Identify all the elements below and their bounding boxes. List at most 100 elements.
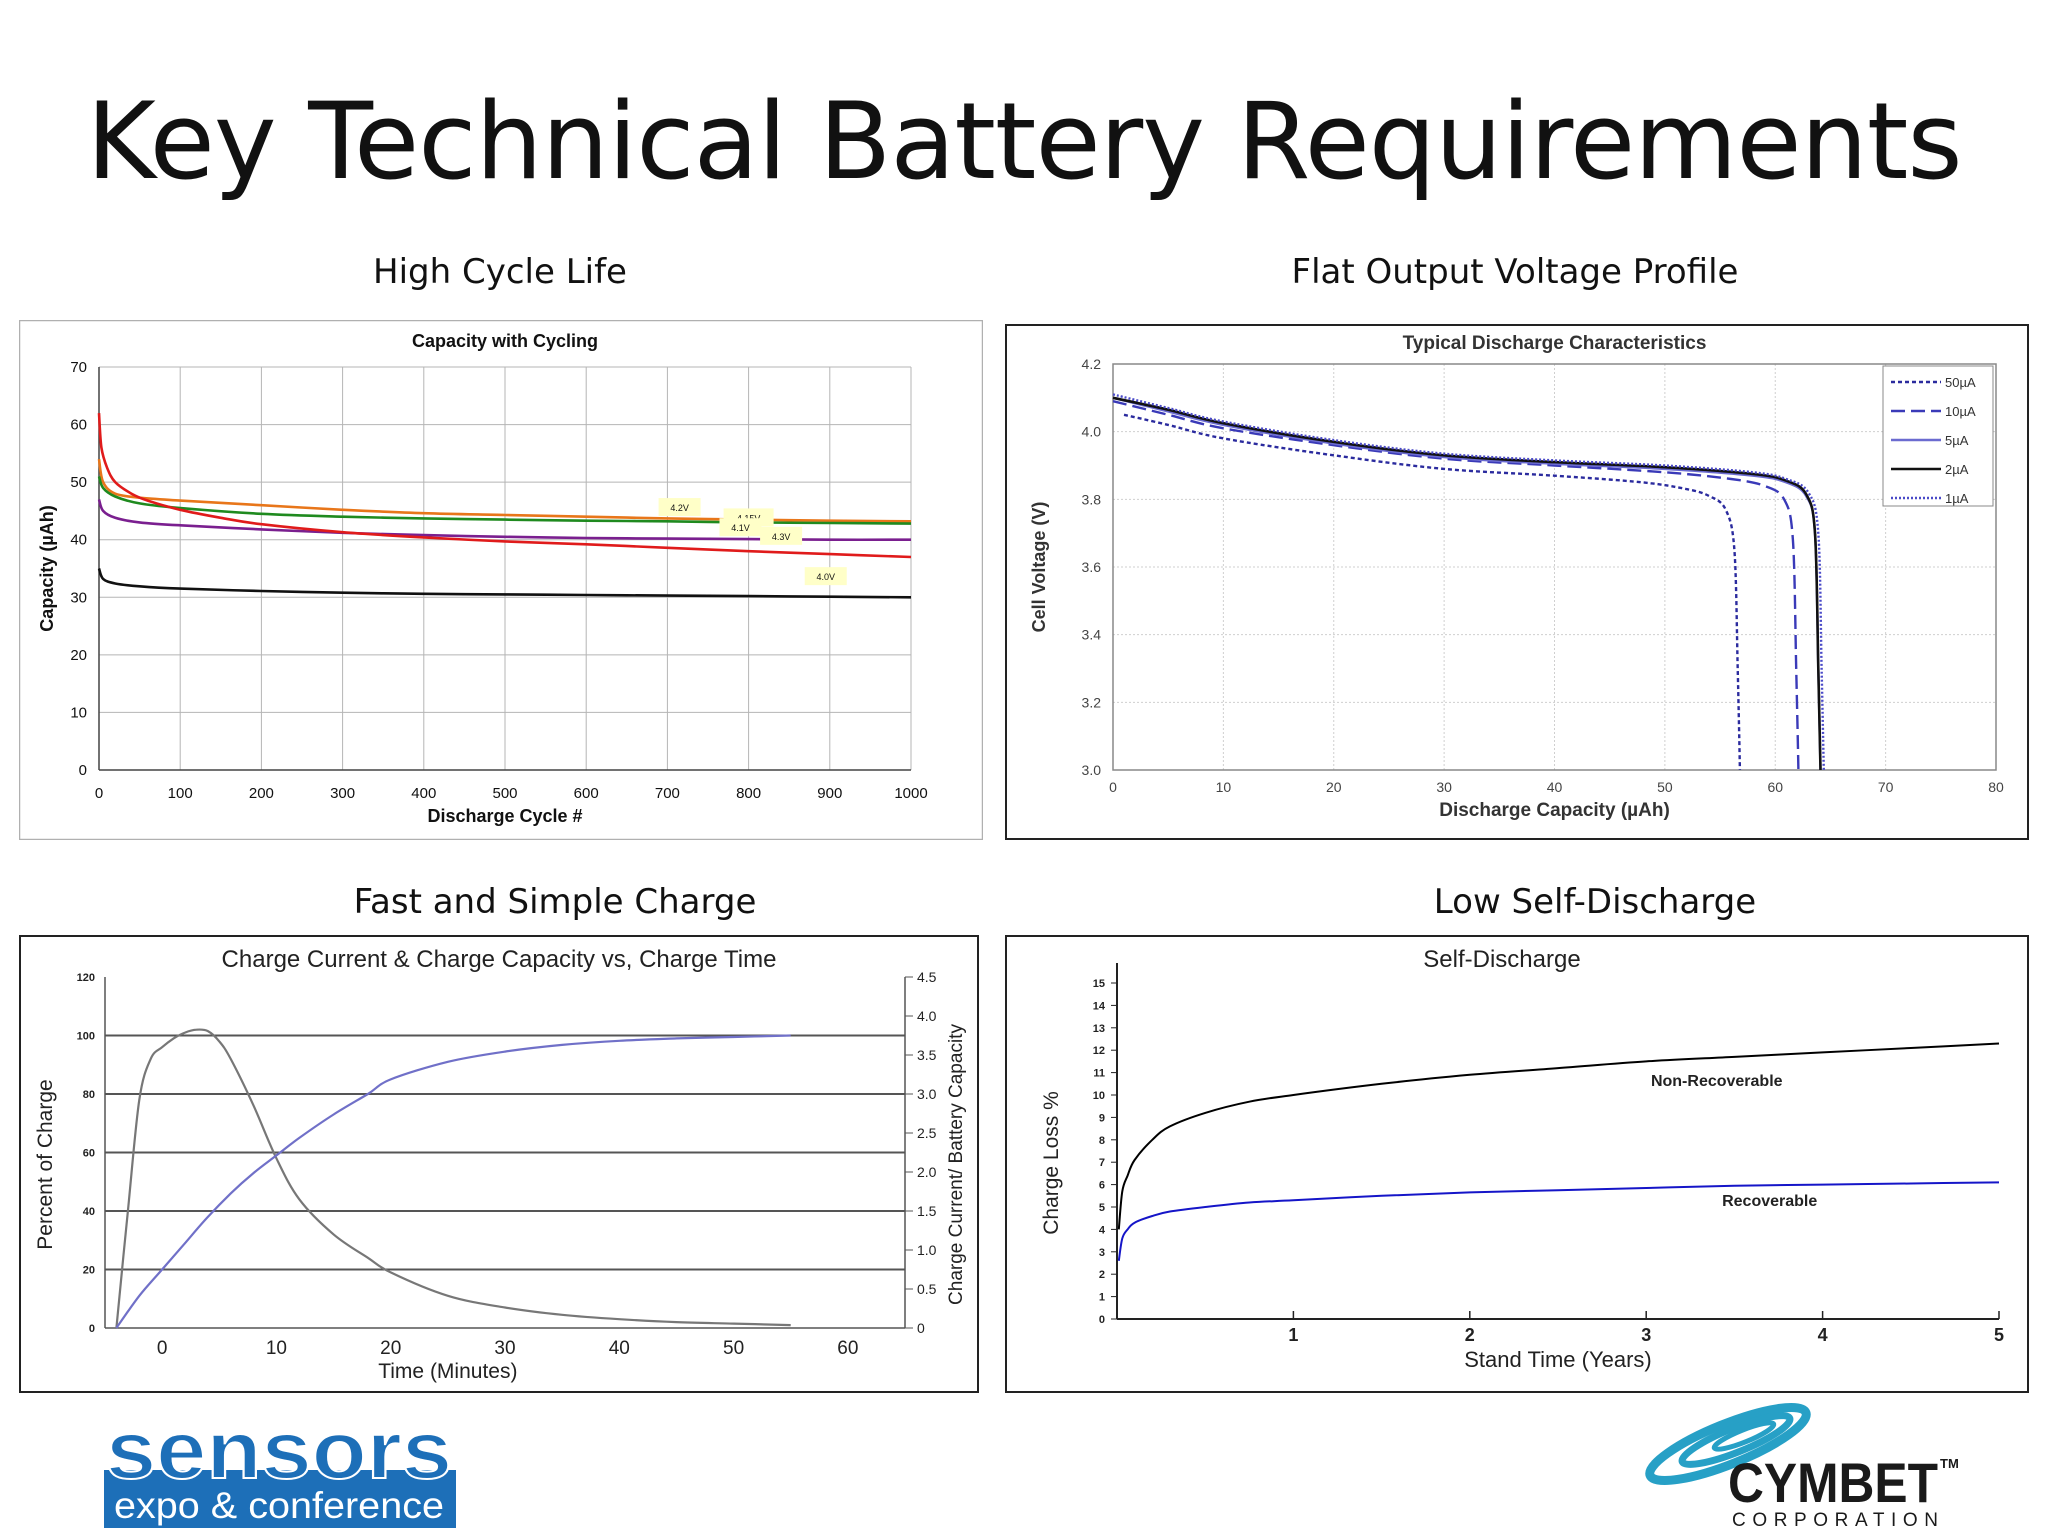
y-tick-label: 15 (1093, 978, 1105, 990)
series-line-0 (1123, 413, 1742, 771)
y-tick-label: 1 (1099, 1292, 1105, 1304)
x-tick-label: 80 (1988, 779, 2004, 795)
non-recoverable-line (1117, 1042, 2000, 1230)
x-tick-label: 70 (1878, 779, 1894, 795)
x-tick-label: 1000 (894, 785, 927, 802)
annotation-box (760, 526, 803, 545)
y2-tick-label: 2.5 (917, 1125, 937, 1141)
y-tick-label: 2 (1099, 1269, 1105, 1281)
y2-tick-label: 3.0 (917, 1086, 937, 1102)
y-tick-label: 3.0 (1082, 762, 1102, 778)
y-tick-label: 20 (70, 647, 87, 664)
y-tick-label: 12 (1093, 1045, 1105, 1057)
y2-tick-label: 4.0 (917, 1008, 937, 1024)
y2-tick-label: 3.5 (917, 1047, 937, 1063)
x-tick-label: 0 (95, 785, 103, 802)
annotation-box (658, 498, 701, 517)
annotation-box (719, 518, 762, 537)
plot-area-border (1112, 363, 1997, 771)
charge-capacity-line (115, 1034, 791, 1329)
y-axis-label: Percent of Charge (34, 1079, 57, 1249)
legend-label: 10µA (1945, 404, 1976, 419)
annotation-box (804, 567, 847, 586)
section-title-self-discharge: Low Self-Discharge (1433, 882, 1757, 922)
recoverable-line (1117, 1181, 2000, 1261)
sensors-logo-subtitle: expo & conference (114, 1485, 444, 1526)
y-tick-label: 14 (1093, 1000, 1106, 1012)
y-tick-label: 10 (70, 704, 87, 721)
x-tick-label: 700 (655, 785, 680, 802)
y-tick-label: 10 (1093, 1090, 1105, 1102)
y-tick-label: 11 (1093, 1068, 1105, 1080)
x-axis-label: Time (Minutes) (378, 1360, 517, 1383)
y-axis-label: Charge Loss % (1040, 1091, 1063, 1235)
y2-tick-label: 0.5 (917, 1281, 937, 1297)
y-tick-label: 50 (70, 474, 87, 491)
annotation-label: 4.3V (772, 532, 791, 542)
x-tick-label: 30 (1436, 779, 1452, 795)
x-tick-label: 400 (411, 785, 436, 802)
cymbet-swirl-icon (1645, 1402, 1811, 1486)
slide-title: Key Technical Battery Requirements (86, 80, 1962, 203)
y-tick-label: 3.4 (1082, 627, 1102, 643)
capacity-chart-panel: Capacity with Cycling 0 100 200 300 400 500 600… (19, 320, 983, 840)
y-tick-label: 4.0 (1082, 424, 1102, 440)
x-tick-label: 30 (494, 1338, 515, 1359)
x-tick-label: 20 (380, 1338, 401, 1359)
series-line-4-3v (97, 413, 912, 559)
self-discharge-chart-panel: Self-Discharge 0 1 2 3 4 5 6 7 8 9 10 11 12 13 14 15 1 2 3 4… (1005, 935, 2029, 1393)
x-tick-label: 60 (1767, 779, 1783, 795)
y-tick-label: 0 (79, 762, 87, 779)
charge-current-line (115, 1028, 791, 1329)
x-axis-label: Discharge Cycle # (427, 806, 582, 826)
annotation-label: 4.0V (816, 572, 835, 582)
discharge-chart-panel: Typical Discharge Characteristics 0 10 20 30… (1005, 324, 2029, 840)
section-title-flat-voltage: Flat Output Voltage Profile (1291, 252, 1739, 292)
legend-label: 50µA (1945, 375, 1976, 390)
y-tick-label: 13 (1093, 1023, 1105, 1035)
y-tick-label: 3.6 (1082, 559, 1102, 575)
y-tick-label: 30 (70, 589, 87, 606)
chart-title: Self-Discharge (1423, 946, 1580, 973)
y-tick-label: 0 (1099, 1314, 1105, 1326)
y-tick-label: 9 (1099, 1112, 1105, 1124)
x-tick-label: 50 (723, 1338, 744, 1359)
x-tick-label: 0 (1109, 779, 1117, 795)
y-tick-label: 40 (70, 532, 87, 549)
x-tick-label: 3 (1641, 1325, 1651, 1345)
series-annotation: Recoverable (1722, 1193, 1817, 1210)
y-tick-label: 70 (70, 359, 87, 376)
legend-label: 2µA (1945, 462, 1969, 477)
legend-label: 1µA (1945, 491, 1969, 506)
y-axis-label: Capacity (µAh) (37, 505, 57, 631)
series-annotation: Non-Recoverable (1651, 1073, 1783, 1090)
x-tick-label: 900 (817, 785, 842, 802)
y-tick-label: 3.8 (1082, 491, 1102, 507)
y-tick-label: 20 (83, 1265, 95, 1277)
section-title-high-cycle-life: High Cycle Life (373, 252, 627, 292)
y-tick-label: 0 (89, 1323, 95, 1335)
y2-tick-label: 2.0 (917, 1164, 937, 1180)
y-tick-label: 6 (1099, 1180, 1105, 1192)
chart-title: Charge Current & Charge Capacity vs, Cha… (222, 946, 777, 973)
cymbet-logo-subtitle: CORPORATION (1732, 1510, 1938, 1531)
series-line-4-1v (97, 498, 912, 542)
cymbet-logo-name: CYMBET (1728, 1451, 1938, 1514)
y-tick-label: 120 (77, 972, 95, 984)
y-tick-label: 3 (1099, 1247, 1105, 1259)
series-line-4 (1112, 393, 1825, 771)
chart-frame (1005, 324, 2029, 840)
y-tick-label: 40 (83, 1206, 95, 1218)
y-tick-label: 8 (1099, 1135, 1105, 1147)
x-tick-label: 60 (837, 1338, 858, 1359)
x-tick-label: 10 (1216, 779, 1232, 795)
y-tick-label: 7 (1099, 1157, 1105, 1169)
x-axis-label: Discharge Capacity (µAh) (1439, 800, 1670, 821)
y-tick-label: 4.2 (1082, 356, 1102, 372)
y2-tick-label: 1.5 (917, 1203, 937, 1219)
x-tick-label: 40 (609, 1338, 630, 1359)
y-tick-label: 3.2 (1082, 694, 1102, 710)
y2-tick-label: 0 (917, 1320, 925, 1336)
